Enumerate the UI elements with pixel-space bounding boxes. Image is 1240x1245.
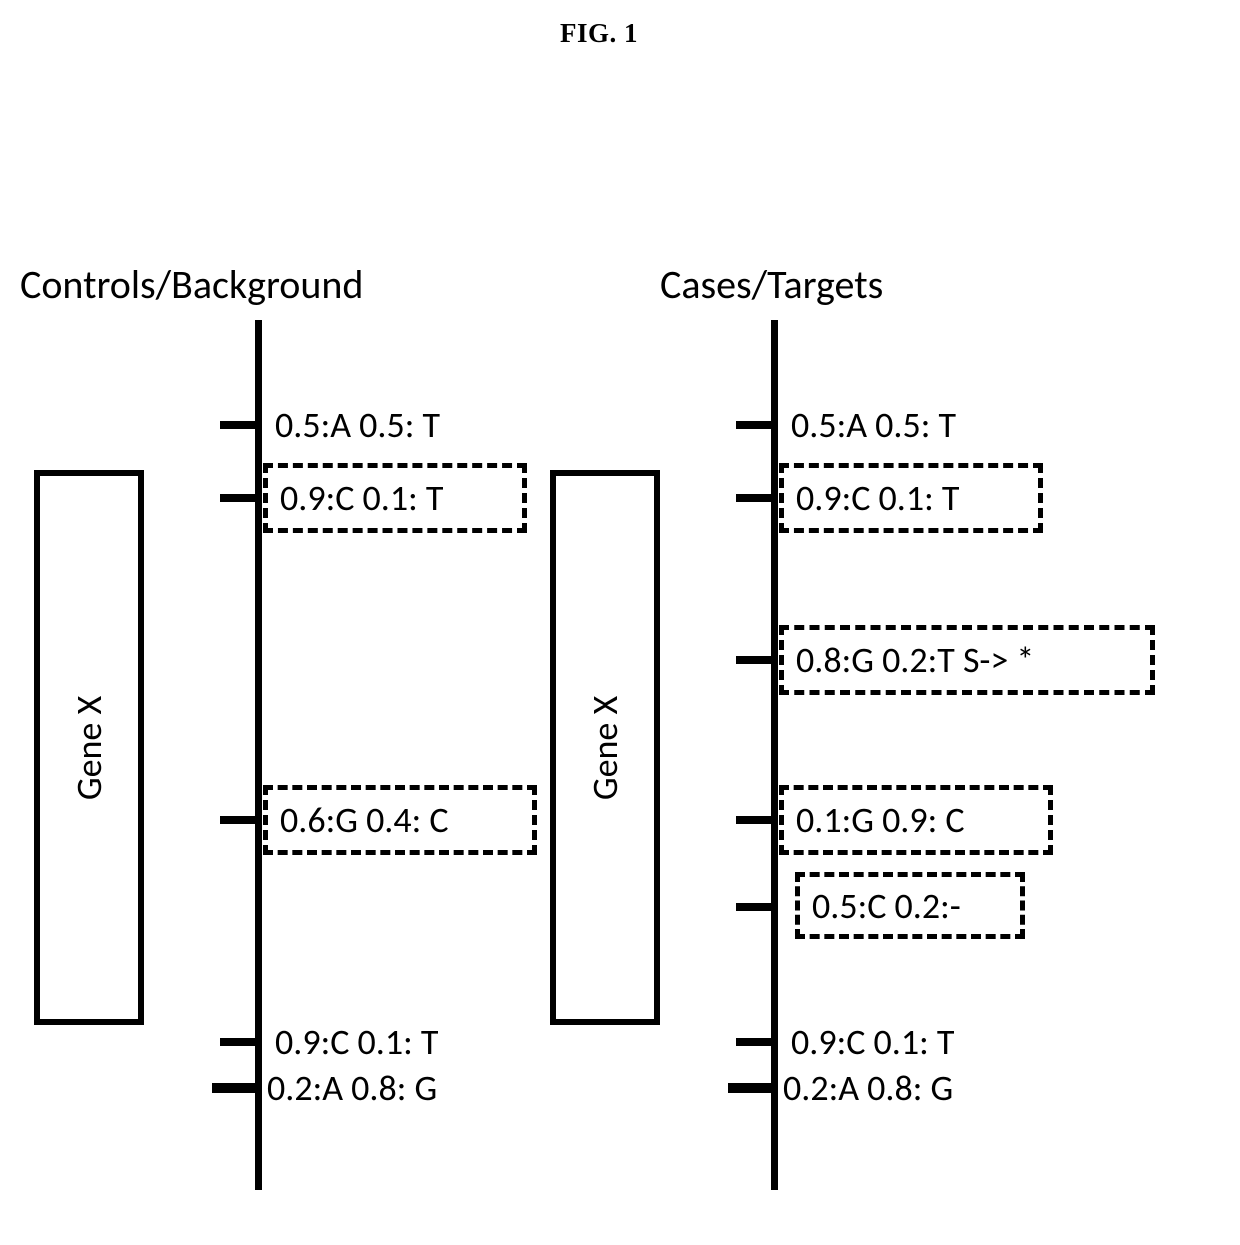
figure-title: FIG. 1 xyxy=(560,18,638,49)
figure-canvas: FIG. 1 Controls/Background Gene X 0.5:A … xyxy=(0,0,1240,1245)
tick xyxy=(220,494,255,502)
variant-label: 0.5:A 0.5: T xyxy=(791,403,956,447)
tick xyxy=(736,903,771,911)
variant-label: 0.9:C 0.1: T xyxy=(791,1020,954,1064)
tick xyxy=(220,816,255,824)
variant-label: 0.2:A 0.8: G xyxy=(267,1066,437,1110)
tick xyxy=(736,494,771,502)
variant-label: 0.9:C 0.1: T xyxy=(275,1020,438,1064)
variant-box: 0.6:G 0.4: C xyxy=(263,785,537,855)
variant-label: 0.6:G 0.4: C xyxy=(280,798,449,842)
gene-label-cases: Gene X xyxy=(583,695,627,799)
tick xyxy=(220,1038,255,1046)
gene-box-cases: Gene X xyxy=(550,470,660,1025)
tick xyxy=(212,1083,255,1093)
tick xyxy=(736,656,771,664)
gene-box-controls: Gene X xyxy=(34,470,144,1025)
variant-label: 0.2:A 0.8: G xyxy=(783,1066,953,1110)
tick xyxy=(220,421,255,429)
variant-label: 0.1:G 0.9: C xyxy=(796,798,965,842)
variant-label: 0.8:G 0.2:T S-> * xyxy=(796,638,1034,682)
tick xyxy=(728,1083,771,1093)
variant-label: 0.9:C 0.1: T xyxy=(796,476,959,520)
gene-label-controls: Gene X xyxy=(67,695,111,799)
axis-line-controls xyxy=(255,320,262,1190)
panel-title-controls: Controls/Background xyxy=(20,260,363,309)
variant-box: 0.9:C 0.1: T xyxy=(263,463,527,533)
variant-box: 0.9:C 0.1: T xyxy=(779,463,1043,533)
tick xyxy=(736,421,771,429)
axis-line-cases xyxy=(771,320,778,1190)
variant-label: 0.5:A 0.5: T xyxy=(275,403,440,447)
tick xyxy=(736,816,771,824)
variant-box: 0.1:G 0.9: C xyxy=(779,785,1053,855)
panel-title-cases: Cases/Targets xyxy=(660,260,883,309)
variant-label: 0.9:C 0.1: T xyxy=(280,476,443,520)
variant-box: 0.5:C 0.2:- xyxy=(795,872,1025,939)
variant-label: 0.5:C 0.2:- xyxy=(812,884,961,928)
tick xyxy=(736,1038,771,1046)
variant-box: 0.8:G 0.2:T S-> * xyxy=(779,625,1155,695)
